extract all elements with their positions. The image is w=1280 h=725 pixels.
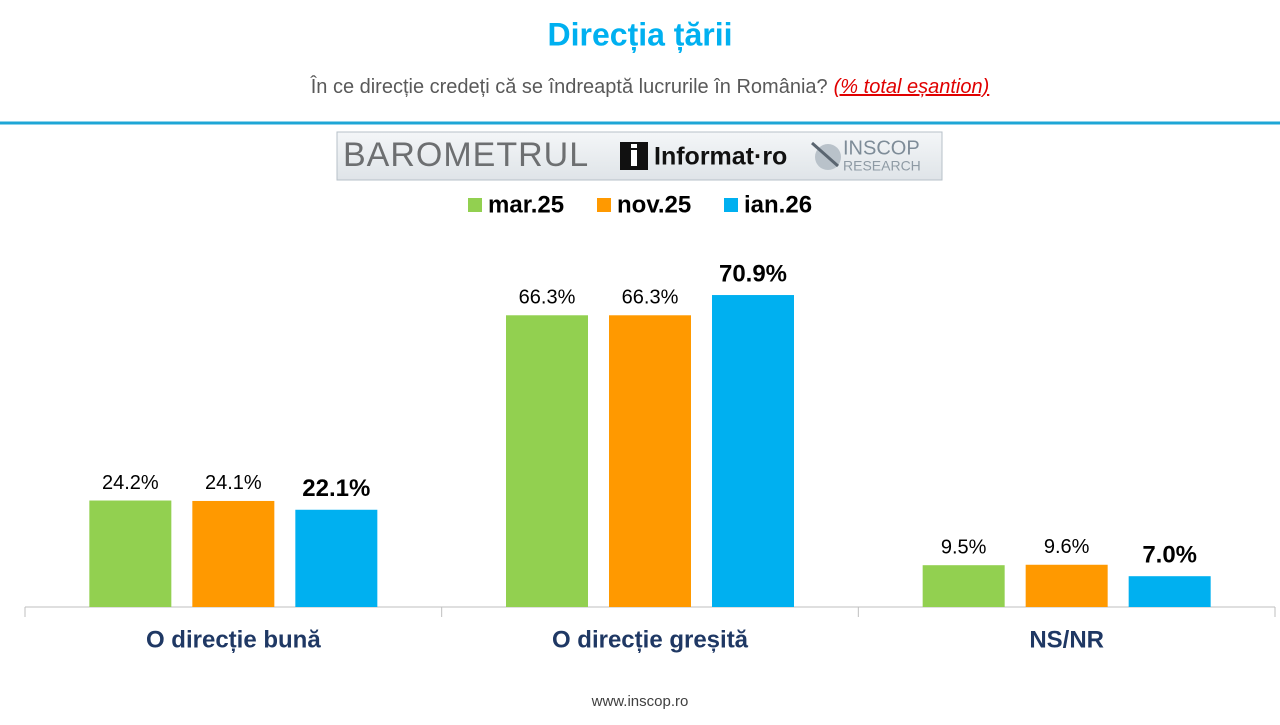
logo-icon bbox=[631, 150, 637, 166]
footer: www.inscop.ro bbox=[591, 693, 689, 710]
logo-icon bbox=[631, 144, 637, 148]
data-label: 7.0% bbox=[1142, 542, 1197, 569]
data-label: 24.2% bbox=[102, 472, 159, 494]
data-label: 24.1% bbox=[205, 472, 262, 494]
legend-label: mar.25 bbox=[488, 191, 564, 218]
bar bbox=[295, 509, 378, 607]
logo-text: RESEARCH bbox=[843, 158, 921, 174]
bar bbox=[609, 315, 691, 607]
bar bbox=[1128, 576, 1211, 607]
bar bbox=[506, 315, 588, 607]
chart-subtitle: În ce direcție credeți că se îndreaptă l… bbox=[310, 75, 990, 98]
data-label: 9.5% bbox=[941, 536, 987, 558]
subtitle-note: (% total eșantion) bbox=[834, 76, 990, 98]
logo-icon bbox=[811, 141, 839, 168]
data-label: 66.3% bbox=[519, 287, 576, 309]
legend-label: ian.26 bbox=[744, 191, 812, 218]
x-tick-label: O direcție bună bbox=[146, 626, 321, 653]
chart-title: Direcția țării bbox=[548, 16, 733, 52]
bar bbox=[89, 500, 172, 607]
logo-text: BAROMETRUL bbox=[343, 136, 589, 174]
logo-text: INSCOP bbox=[843, 137, 920, 159]
data-label: 22.1% bbox=[302, 475, 370, 502]
data-label: 66.3% bbox=[622, 287, 679, 309]
legend-swatch bbox=[724, 198, 738, 212]
x-tick-label: O direcție greșită bbox=[552, 626, 749, 653]
legend-swatch bbox=[597, 198, 611, 212]
bar bbox=[192, 500, 275, 607]
legend-label: nov.25 bbox=[617, 191, 691, 218]
subtitle-text: În ce direcție credeți că se îndreaptă l… bbox=[310, 75, 828, 98]
x-tick-label: NS/NR bbox=[1029, 626, 1104, 653]
logo-banner: BAROMETRUL Informat·ro INSCOP RESEARCH bbox=[336, 131, 943, 181]
legend-swatch bbox=[468, 198, 482, 212]
bar bbox=[922, 565, 1005, 607]
bar bbox=[1025, 564, 1108, 607]
bar bbox=[712, 295, 794, 607]
logo-text: Informat·ro bbox=[654, 143, 787, 171]
data-label: 70.9% bbox=[719, 260, 787, 287]
data-label: 9.6% bbox=[1044, 536, 1090, 558]
